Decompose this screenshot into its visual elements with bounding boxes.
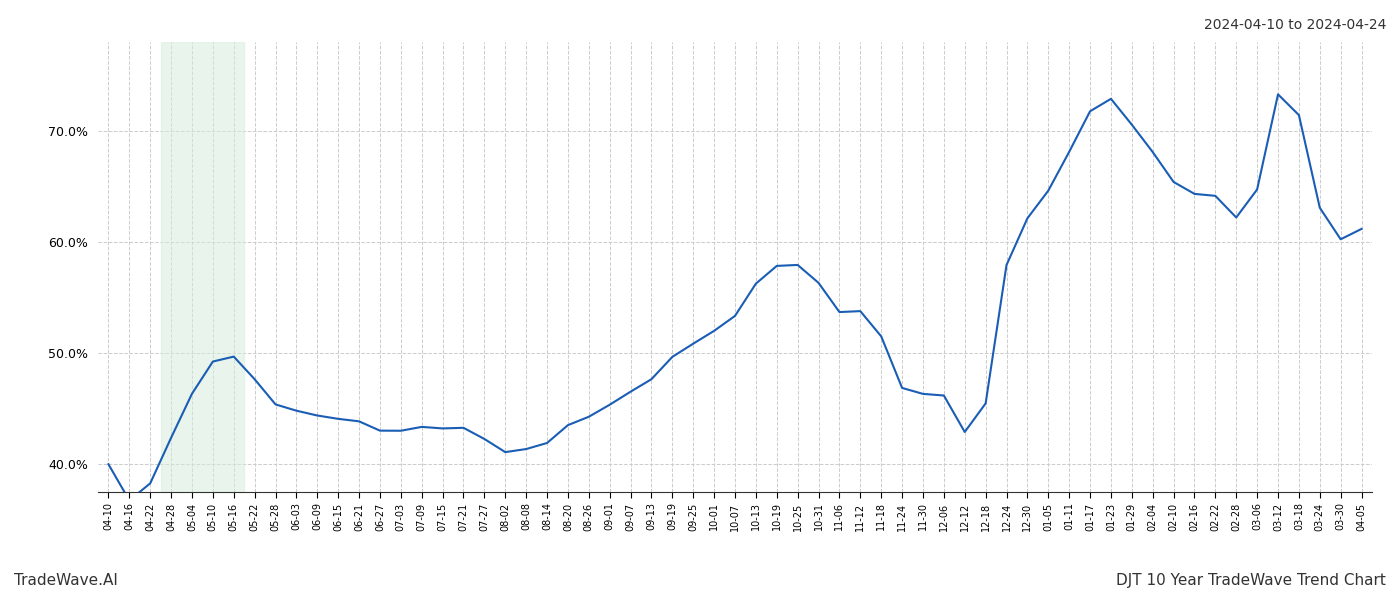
Text: TradeWave.AI: TradeWave.AI xyxy=(14,573,118,588)
Bar xyxy=(161,42,244,492)
Text: DJT 10 Year TradeWave Trend Chart: DJT 10 Year TradeWave Trend Chart xyxy=(1116,573,1386,588)
Text: 2024-04-10 to 2024-04-24: 2024-04-10 to 2024-04-24 xyxy=(1204,18,1386,32)
